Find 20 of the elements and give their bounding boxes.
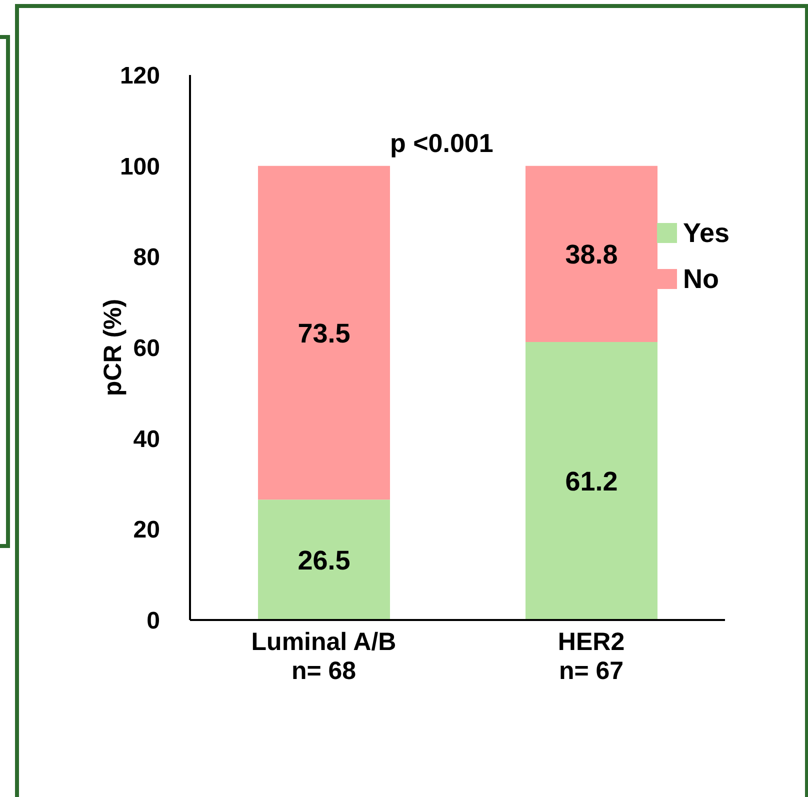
data-label: 26.5 [298,545,350,576]
y-tick-label: 0 [146,608,160,635]
data-label: 38.8 [565,240,618,270]
bar [526,342,658,620]
legend-label: No [683,264,719,294]
x-tick-label: HER2 n= 67 [558,628,625,685]
y-tick-label: 40 [133,426,160,453]
data-label: 61.2 [565,466,618,497]
y-tick-label: 100 [120,153,160,180]
bar [258,166,390,500]
bar [258,500,390,620]
y-tick-label: 60 [133,335,160,362]
y-tick-label: 20 [133,516,160,544]
y-tick-label: 120 [120,62,160,90]
x-tick-label: Luminal A/B n= 68 [251,628,396,685]
legend-label: Yes [683,218,730,248]
annotation: p <0.001 [390,128,494,159]
data-label: 73.5 [298,318,350,348]
y-tick-label: 80 [133,244,160,272]
y-axis-title: pCR (%) [98,298,127,396]
